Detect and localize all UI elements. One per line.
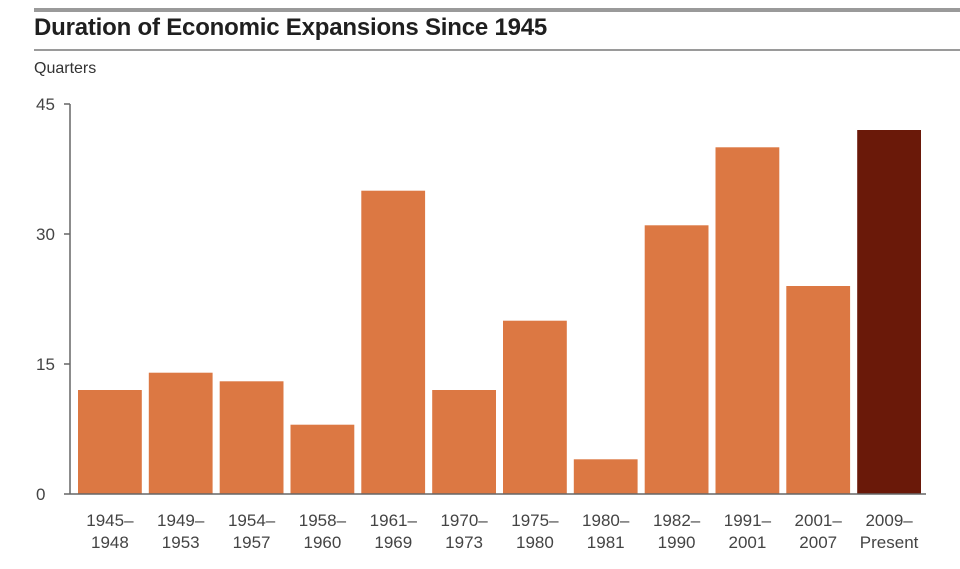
y-axis-unit-label: Quarters <box>34 60 97 77</box>
x-tick-label-end: 1980 <box>516 533 554 552</box>
top-rule <box>34 8 960 12</box>
bar-1980-1981 <box>573 459 638 494</box>
x-tick-label-end: 2007 <box>799 533 837 552</box>
bar-1961-1969 <box>361 190 426 494</box>
title-rule <box>34 49 960 51</box>
x-tick-label-end: 1960 <box>303 533 341 552</box>
x-tick-label: 1970– 1973 <box>440 511 488 552</box>
x-tick-label-start: 1958– <box>299 511 347 530</box>
bar-1958-1960 <box>290 424 355 494</box>
x-tick-label-start: 1975– <box>511 511 559 530</box>
bar-2009-present <box>857 130 921 494</box>
bar-1975-1980 <box>503 320 567 494</box>
y-tick-label-0: 0 <box>36 485 45 504</box>
x-tick-label: 1982– 1990 <box>653 511 701 552</box>
x-tick-label: 1954– 1957 <box>228 511 276 552</box>
x-tick-label: 1949– 1953 <box>157 511 205 552</box>
x-tick-label-end: 1957 <box>233 533 271 552</box>
x-tick-label-start: 1982– <box>653 511 701 530</box>
y-tick-label-30: 30 <box>36 225 55 244</box>
x-tick-label-end: 1969 <box>374 533 412 552</box>
x-tick-label-start: 2001– <box>795 511 843 530</box>
x-tick-label: 1980– 1981 <box>582 511 630 552</box>
bar-1970-1973 <box>432 390 496 494</box>
x-tick-label: 1958– 1960 <box>299 511 347 552</box>
x-tick-label: 1945– 1948 <box>86 511 134 552</box>
x-tick-label-start: 1961– <box>370 511 418 530</box>
x-tick-label: 1961– 1969 <box>370 511 418 552</box>
x-tick-label-start: 1970– <box>440 511 488 530</box>
x-tick-label: 1991– 2001 <box>724 511 772 552</box>
x-tick-label-start: 1954– <box>228 511 276 530</box>
x-tick-label-start: 1945– <box>86 511 134 530</box>
x-tick-label-start: 1991– <box>724 511 772 530</box>
x-tick-label-start: 1980– <box>582 511 630 530</box>
x-tick-label: 1975– 1980 <box>511 511 559 552</box>
y-tick-label-45: 45 <box>36 95 55 114</box>
x-tick-label: 2001– 2007 <box>795 511 843 552</box>
x-tick-label: 2009– Present <box>860 511 919 552</box>
x-tick-label-end: 1981 <box>587 533 625 552</box>
bar-1982-1990 <box>644 225 709 495</box>
x-tick-label-end: Present <box>860 533 919 552</box>
x-tick-label-start: 1949– <box>157 511 205 530</box>
x-tick-label-end: 1948 <box>91 533 129 552</box>
bar-1945-1948 <box>78 390 142 494</box>
x-tick-label-end: 1953 <box>162 533 200 552</box>
x-tick-label-start: 2009– <box>865 511 913 530</box>
chart-title: Duration of Economic Expansions Since 19… <box>34 14 548 41</box>
bar-1954-1957 <box>219 381 284 494</box>
x-tick-label-end: 1973 <box>445 533 483 552</box>
y-tick-label-15: 15 <box>36 355 55 374</box>
x-tick-label-end: 2001 <box>728 533 766 552</box>
x-tick-label-end: 1990 <box>658 533 696 552</box>
bar-1991-2001 <box>715 147 780 495</box>
bar-2001-2007 <box>786 286 851 494</box>
bar-1949-1953 <box>148 372 213 494</box>
